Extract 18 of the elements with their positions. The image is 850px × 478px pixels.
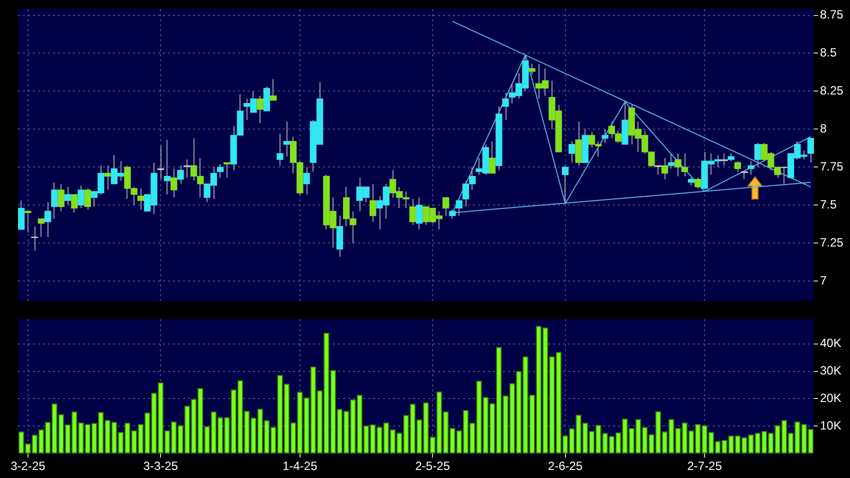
y-tick-label: 8	[820, 121, 827, 136]
y-tick-label: 7.5	[820, 197, 838, 212]
x-tick-label: 2-7-25	[687, 459, 722, 474]
x-tick-label: 3-2-25	[10, 459, 46, 474]
y-tick-label: 7.25	[820, 235, 844, 250]
y-tick-label: 8.75	[820, 8, 844, 22]
y-tick-label: 7	[820, 273, 827, 288]
y-tick-label: 10K	[820, 418, 842, 432]
y-tick-label: 20K	[820, 391, 842, 406]
x-tick-label: 2-6-25	[548, 459, 583, 474]
y-tick-label: 30K	[820, 364, 842, 378]
x-tick-label: 1-4-25	[282, 459, 318, 474]
y-tick-label: 8.5	[820, 46, 838, 60]
x-tick-label: 2-5-25	[415, 459, 450, 474]
y-tick-label: 8.25	[820, 84, 844, 98]
y-tick-label: 7.75	[820, 159, 844, 174]
x-tick-label: 3-3-25	[143, 459, 178, 474]
y-tick-label: 40K	[820, 336, 842, 350]
